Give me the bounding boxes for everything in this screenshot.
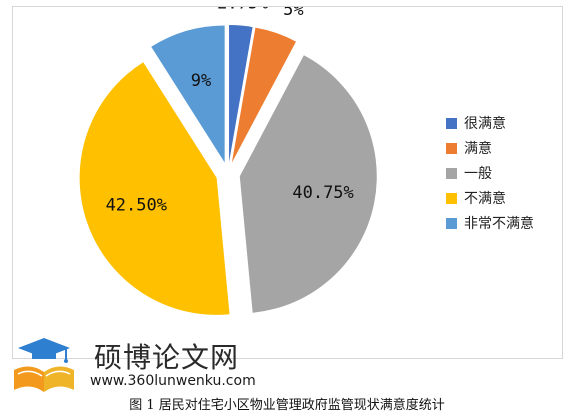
legend-label: 满意: [464, 140, 492, 157]
pie-slices: [79, 25, 377, 315]
legend-label: 一般: [464, 166, 492, 182]
legend-item-2: 满意: [446, 140, 492, 157]
figure-caption: 图 1 居民对住宅小区物业管理政府监管现状满意度统计: [129, 398, 445, 413]
legend-label: 非常不满意: [464, 215, 534, 232]
pie-slice-label-4: 42.50%: [106, 195, 167, 215]
legend-swatch: [446, 143, 457, 154]
pie-slice-4: [79, 62, 230, 315]
legend-swatch: [446, 218, 457, 229]
pie-slice-labels: 2.75% 5% 40.75% 42.50% 9%: [106, 7, 354, 215]
pie-slice-label-1: 2.75%: [217, 7, 268, 14]
pie-slice-label-2: 5%: [283, 7, 303, 20]
legend-item-1: 很满意: [446, 115, 506, 132]
legend-swatch: [446, 193, 457, 204]
watermark-url: www.360lunwenku.com: [90, 373, 256, 389]
legend-label: 很满意: [464, 115, 506, 132]
legend-item-5: 非常不满意: [446, 215, 534, 232]
site-watermark: 硕博论文网 www.360lunwenku.com: [10, 330, 280, 400]
pie-slice-label-5: 9%: [191, 71, 211, 91]
legend-swatch: [446, 168, 457, 179]
graduation-cap-book-icon: [14, 338, 74, 392]
pie-slice-2: [231, 27, 296, 163]
pie-slice-5: [151, 25, 225, 163]
pie-slice-1: [229, 25, 253, 163]
legend-label: 不满意: [464, 190, 506, 207]
pie-slice-label-3: 40.75%: [292, 183, 353, 203]
legend-item-4: 不满意: [446, 190, 506, 207]
pie-slice-3: [239, 55, 377, 313]
legend-swatch: [446, 118, 457, 129]
watermark-site-name: 硕博论文网: [94, 341, 240, 374]
legend-item-3: 一般: [446, 166, 492, 182]
